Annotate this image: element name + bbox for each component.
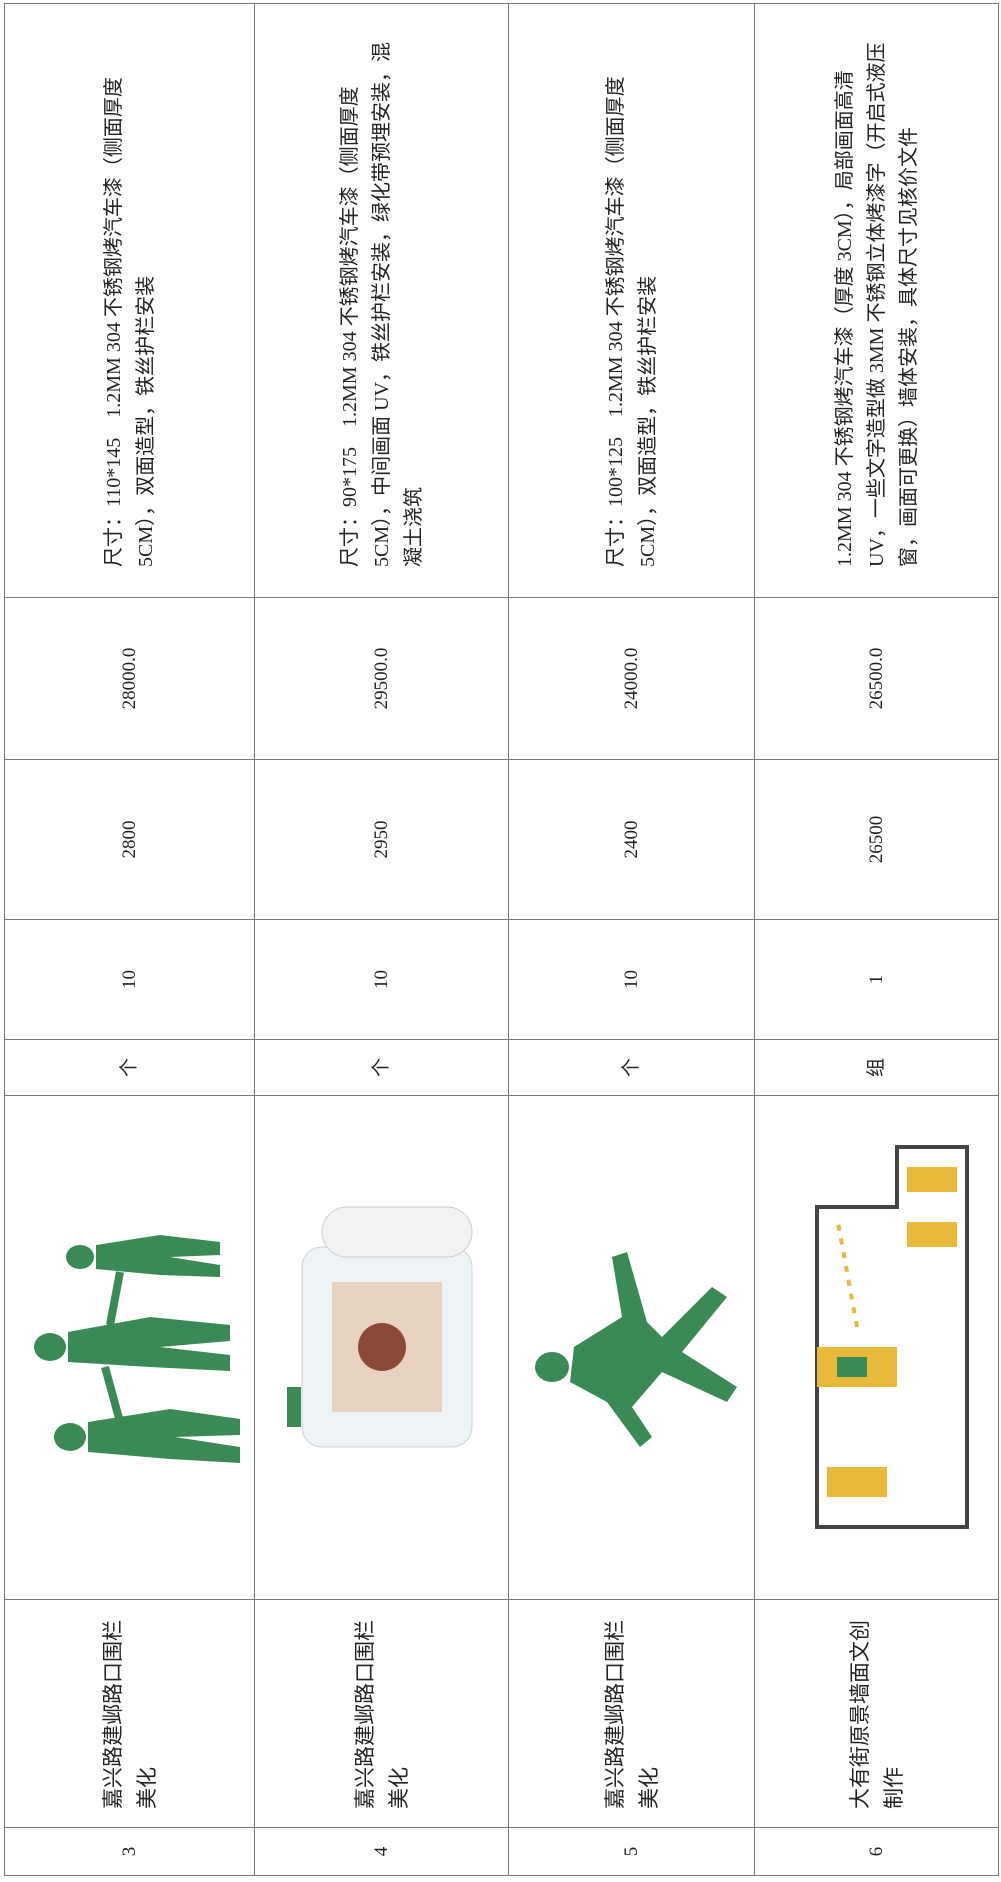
description: 1.2MM 304 不锈钢烤汽车漆（厚度 3CM），局部画面高清 UV，一些文字… — [754, 3, 999, 598]
table-body: 3 嘉兴路建邺路口围栏美化个 10 2800 28000.0 尺寸：110*145 1.2… — [4, 3, 999, 1876]
product-picture — [33, 1235, 240, 1464]
product-picture — [286, 1207, 472, 1448]
row-number: 5 — [508, 1827, 755, 1876]
quote-table: 3 嘉兴路建邺路口围栏美化个 10 2800 28000.0 尺寸：110*145 1.2… — [4, 3, 999, 1876]
unit-price: 2950 — [254, 759, 509, 920]
total-price: 29500.0 — [254, 597, 509, 760]
total-price: 26500.0 — [754, 597, 999, 760]
description: 尺寸：110*145 1.2MM 304 不锈钢烤汽车漆（侧面厚度 5CM），双… — [4, 3, 255, 598]
unit: 个 — [508, 1039, 755, 1096]
unit: 个 — [4, 1039, 255, 1096]
quantity: 10 — [508, 919, 755, 1040]
unit-price: 2800 — [4, 759, 255, 920]
unit: 组 — [754, 1039, 999, 1096]
table-row: 6 大有街原景墙面文创制作 组 1 26500 26500.0 1.2MM 304 不锈钢烤… — [754, 3, 999, 1876]
total-price: 24000.0 — [508, 597, 755, 760]
item-image — [4, 1095, 255, 1600]
rotated-scan: 3 嘉兴路建邺路口围栏美化个 10 2800 28000.0 尺寸：110*145 1.2… — [4, 3, 999, 1876]
product-picture — [814, 1145, 969, 1530]
item-name: 嘉兴路建邺路口围栏美化 — [254, 1599, 509, 1828]
unit-price: 26500 — [754, 759, 999, 920]
table-row: 4 嘉兴路建邺路口围栏美化 个 10 2950 29500.0 尺寸：90*175 1.2M… — [254, 3, 509, 1876]
item-name: 嘉兴路建邺路口围栏美化 — [508, 1599, 755, 1828]
row-number: 6 — [754, 1827, 999, 1876]
row-number: 4 — [254, 1827, 509, 1876]
product-picture — [534, 1252, 737, 1448]
item-image — [508, 1095, 755, 1600]
row-number: 3 — [4, 1827, 255, 1876]
quantity: 10 — [254, 919, 509, 1040]
item-image — [754, 1095, 999, 1600]
unit-price: 2400 — [508, 759, 755, 920]
table-row: 5 嘉兴路建邺路口围栏美化 个 10 2400 24000.0 尺寸：100*125 1.2… — [508, 3, 755, 1876]
item-name: 嘉兴路建邺路口围栏美化 — [4, 1599, 255, 1828]
description: 尺寸：90*175 1.2MM 304 不锈钢烤汽车漆（侧面厚度 5CM），中间… — [254, 3, 509, 598]
description: 尺寸：100*125 1.2MM 304 不锈钢烤汽车漆（侧面厚度 5CM），双… — [508, 3, 755, 598]
unit: 个 — [254, 1039, 509, 1096]
quantity: 1 — [754, 919, 999, 1040]
item-name: 大有街原景墙面文创制作 — [754, 1599, 999, 1828]
table-row: 3 嘉兴路建邺路口围栏美化 个 10 2800 28000.0 尺寸：110*145 1.2… — [4, 3, 255, 1876]
total-price: 28000.0 — [4, 597, 255, 760]
quantity: 10 — [4, 919, 255, 1040]
item-image — [254, 1095, 509, 1600]
